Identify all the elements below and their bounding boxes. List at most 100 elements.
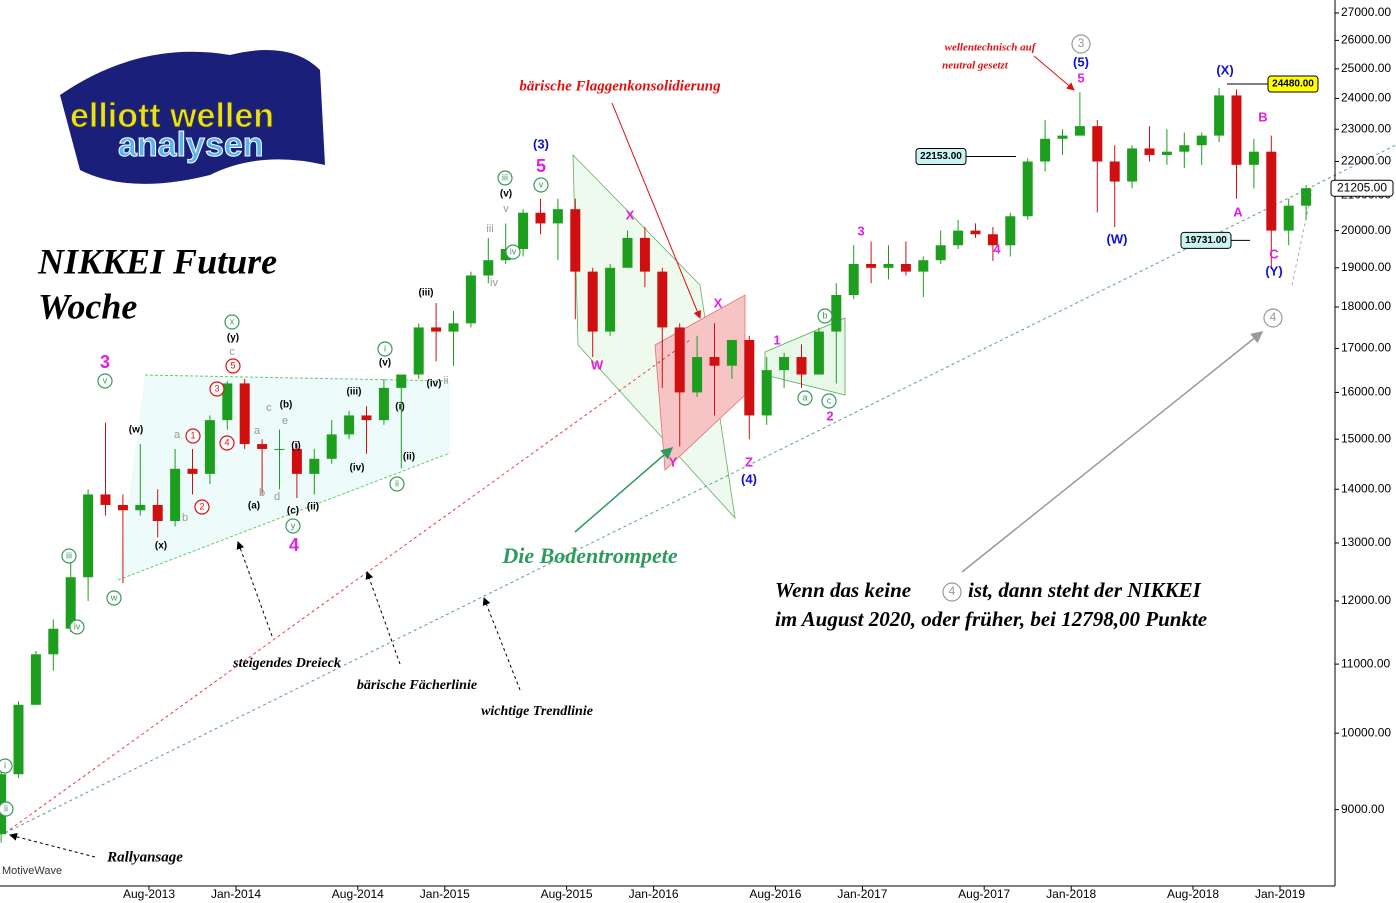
candle-body	[204, 420, 215, 474]
candle-body	[709, 357, 720, 366]
small-triangle	[764, 317, 846, 396]
wave-label-circled: 3	[1078, 36, 1085, 50]
candle-body	[1022, 161, 1033, 217]
annotation: (x)	[155, 541, 167, 552]
y-tick-label: 10000.00	[1341, 725, 1391, 739]
wave-label-circled: 5	[230, 360, 235, 370]
candle-body	[866, 264, 877, 268]
candle-body	[1040, 138, 1051, 162]
wave-label-circled: 2	[199, 501, 204, 511]
wave-circle	[942, 582, 962, 602]
candle-body	[657, 271, 668, 328]
candle-body	[135, 504, 146, 511]
y-tick-label: 11000.00	[1341, 656, 1390, 670]
wave-circle	[497, 170, 513, 186]
wave-label-circled: x	[230, 316, 235, 326]
candle-body	[1214, 95, 1225, 136]
candle-body	[535, 212, 546, 224]
annotation: 5	[1077, 70, 1084, 85]
candle-body	[918, 260, 929, 272]
candle-body	[1196, 135, 1207, 146]
candle-body	[570, 209, 581, 272]
annotation: (3)	[533, 136, 549, 151]
candle-body	[152, 504, 163, 521]
x-tick-label: Jan-2017	[837, 887, 887, 901]
annotation: (5)	[1073, 54, 1089, 69]
annotation: 2	[826, 408, 833, 423]
fan-line	[4, 339, 691, 834]
wave-circle	[817, 308, 833, 324]
y-tick-label: 12000.00	[1341, 593, 1391, 607]
wave-label-circled: i	[384, 343, 386, 353]
wave-label-circled: v	[103, 375, 108, 385]
annotation: (Y)	[1265, 263, 1282, 278]
x-tick-label: Aug-2018	[1167, 887, 1219, 901]
wave-circle	[797, 390, 813, 406]
y-tick-label: 13000.00	[1341, 535, 1391, 549]
annotation: a	[254, 425, 261, 437]
logo-flag	[60, 50, 325, 184]
annotation: (iii)	[347, 387, 362, 398]
candle-body	[361, 415, 372, 421]
candle-body	[622, 237, 633, 268]
annotation: a	[174, 429, 181, 441]
logo: elliott wellen analysen	[60, 50, 325, 184]
candle-body	[448, 323, 459, 332]
annotation: Die Bodentrompete	[501, 543, 678, 568]
wave-circle	[97, 373, 113, 389]
wave-label-circled: a	[802, 392, 807, 402]
projection-line	[1291, 189, 1313, 286]
candle-body	[796, 357, 807, 375]
candle-body	[257, 444, 268, 449]
candle-body	[987, 234, 998, 246]
candle-body	[170, 468, 181, 521]
candle-body	[1179, 145, 1190, 152]
candle-body	[674, 327, 685, 393]
annotation: 1	[773, 332, 780, 347]
triangle-line	[117, 452, 451, 581]
annotation: ii	[444, 375, 449, 387]
annotation: (ii)	[403, 452, 415, 463]
arrow	[1033, 55, 1075, 91]
annotation: (iv)	[427, 379, 442, 390]
wave-circle	[377, 341, 393, 357]
candle-body	[1161, 151, 1172, 155]
candle-body	[431, 327, 442, 332]
candle-body	[1005, 216, 1016, 246]
candle-body	[744, 339, 755, 416]
price-label: 21205.00	[1337, 180, 1387, 194]
annotation: (a)	[248, 501, 260, 512]
candle-body	[848, 264, 859, 296]
x-tick-label: Aug-2017	[958, 887, 1010, 901]
chart-subtitle: Woche	[38, 286, 137, 326]
candle-body	[378, 387, 389, 421]
annotation: steigendes Dreieck	[232, 656, 341, 671]
logo-text: elliott wellen	[70, 97, 274, 135]
annotation: Rallyansage	[106, 849, 183, 865]
x-tick-label: Jan-2015	[420, 887, 470, 901]
annotation: wellentechnisch auf	[945, 42, 1037, 54]
annotation: Z	[745, 454, 753, 469]
wave-circle	[1071, 34, 1091, 54]
annotation: e	[282, 415, 288, 427]
annotation: (w)	[129, 425, 143, 436]
price-box	[1267, 75, 1319, 93]
annotation: (c)	[287, 506, 299, 517]
annotation: (v)	[379, 358, 391, 369]
annotation: A	[1233, 204, 1243, 219]
candle-body	[344, 415, 355, 435]
candle-body	[900, 264, 911, 272]
annotation: iv	[490, 277, 498, 289]
annotation: (y)	[227, 333, 239, 344]
wave-label-circled: iv	[74, 621, 81, 631]
wave-label-circled: i	[4, 760, 6, 770]
wave-label-circled: ii	[4, 803, 8, 813]
x-tick-label: Aug-2014	[332, 887, 384, 901]
y-tick-label: 17000.00	[1341, 341, 1391, 355]
candle-body	[639, 237, 650, 272]
x-tick-label: Jan-2019	[1255, 887, 1305, 901]
y-tick-label: 15000.00	[1341, 431, 1391, 445]
annotation: (i)	[291, 441, 300, 452]
arrow	[236, 541, 273, 637]
annotation: (W)	[1107, 231, 1128, 246]
